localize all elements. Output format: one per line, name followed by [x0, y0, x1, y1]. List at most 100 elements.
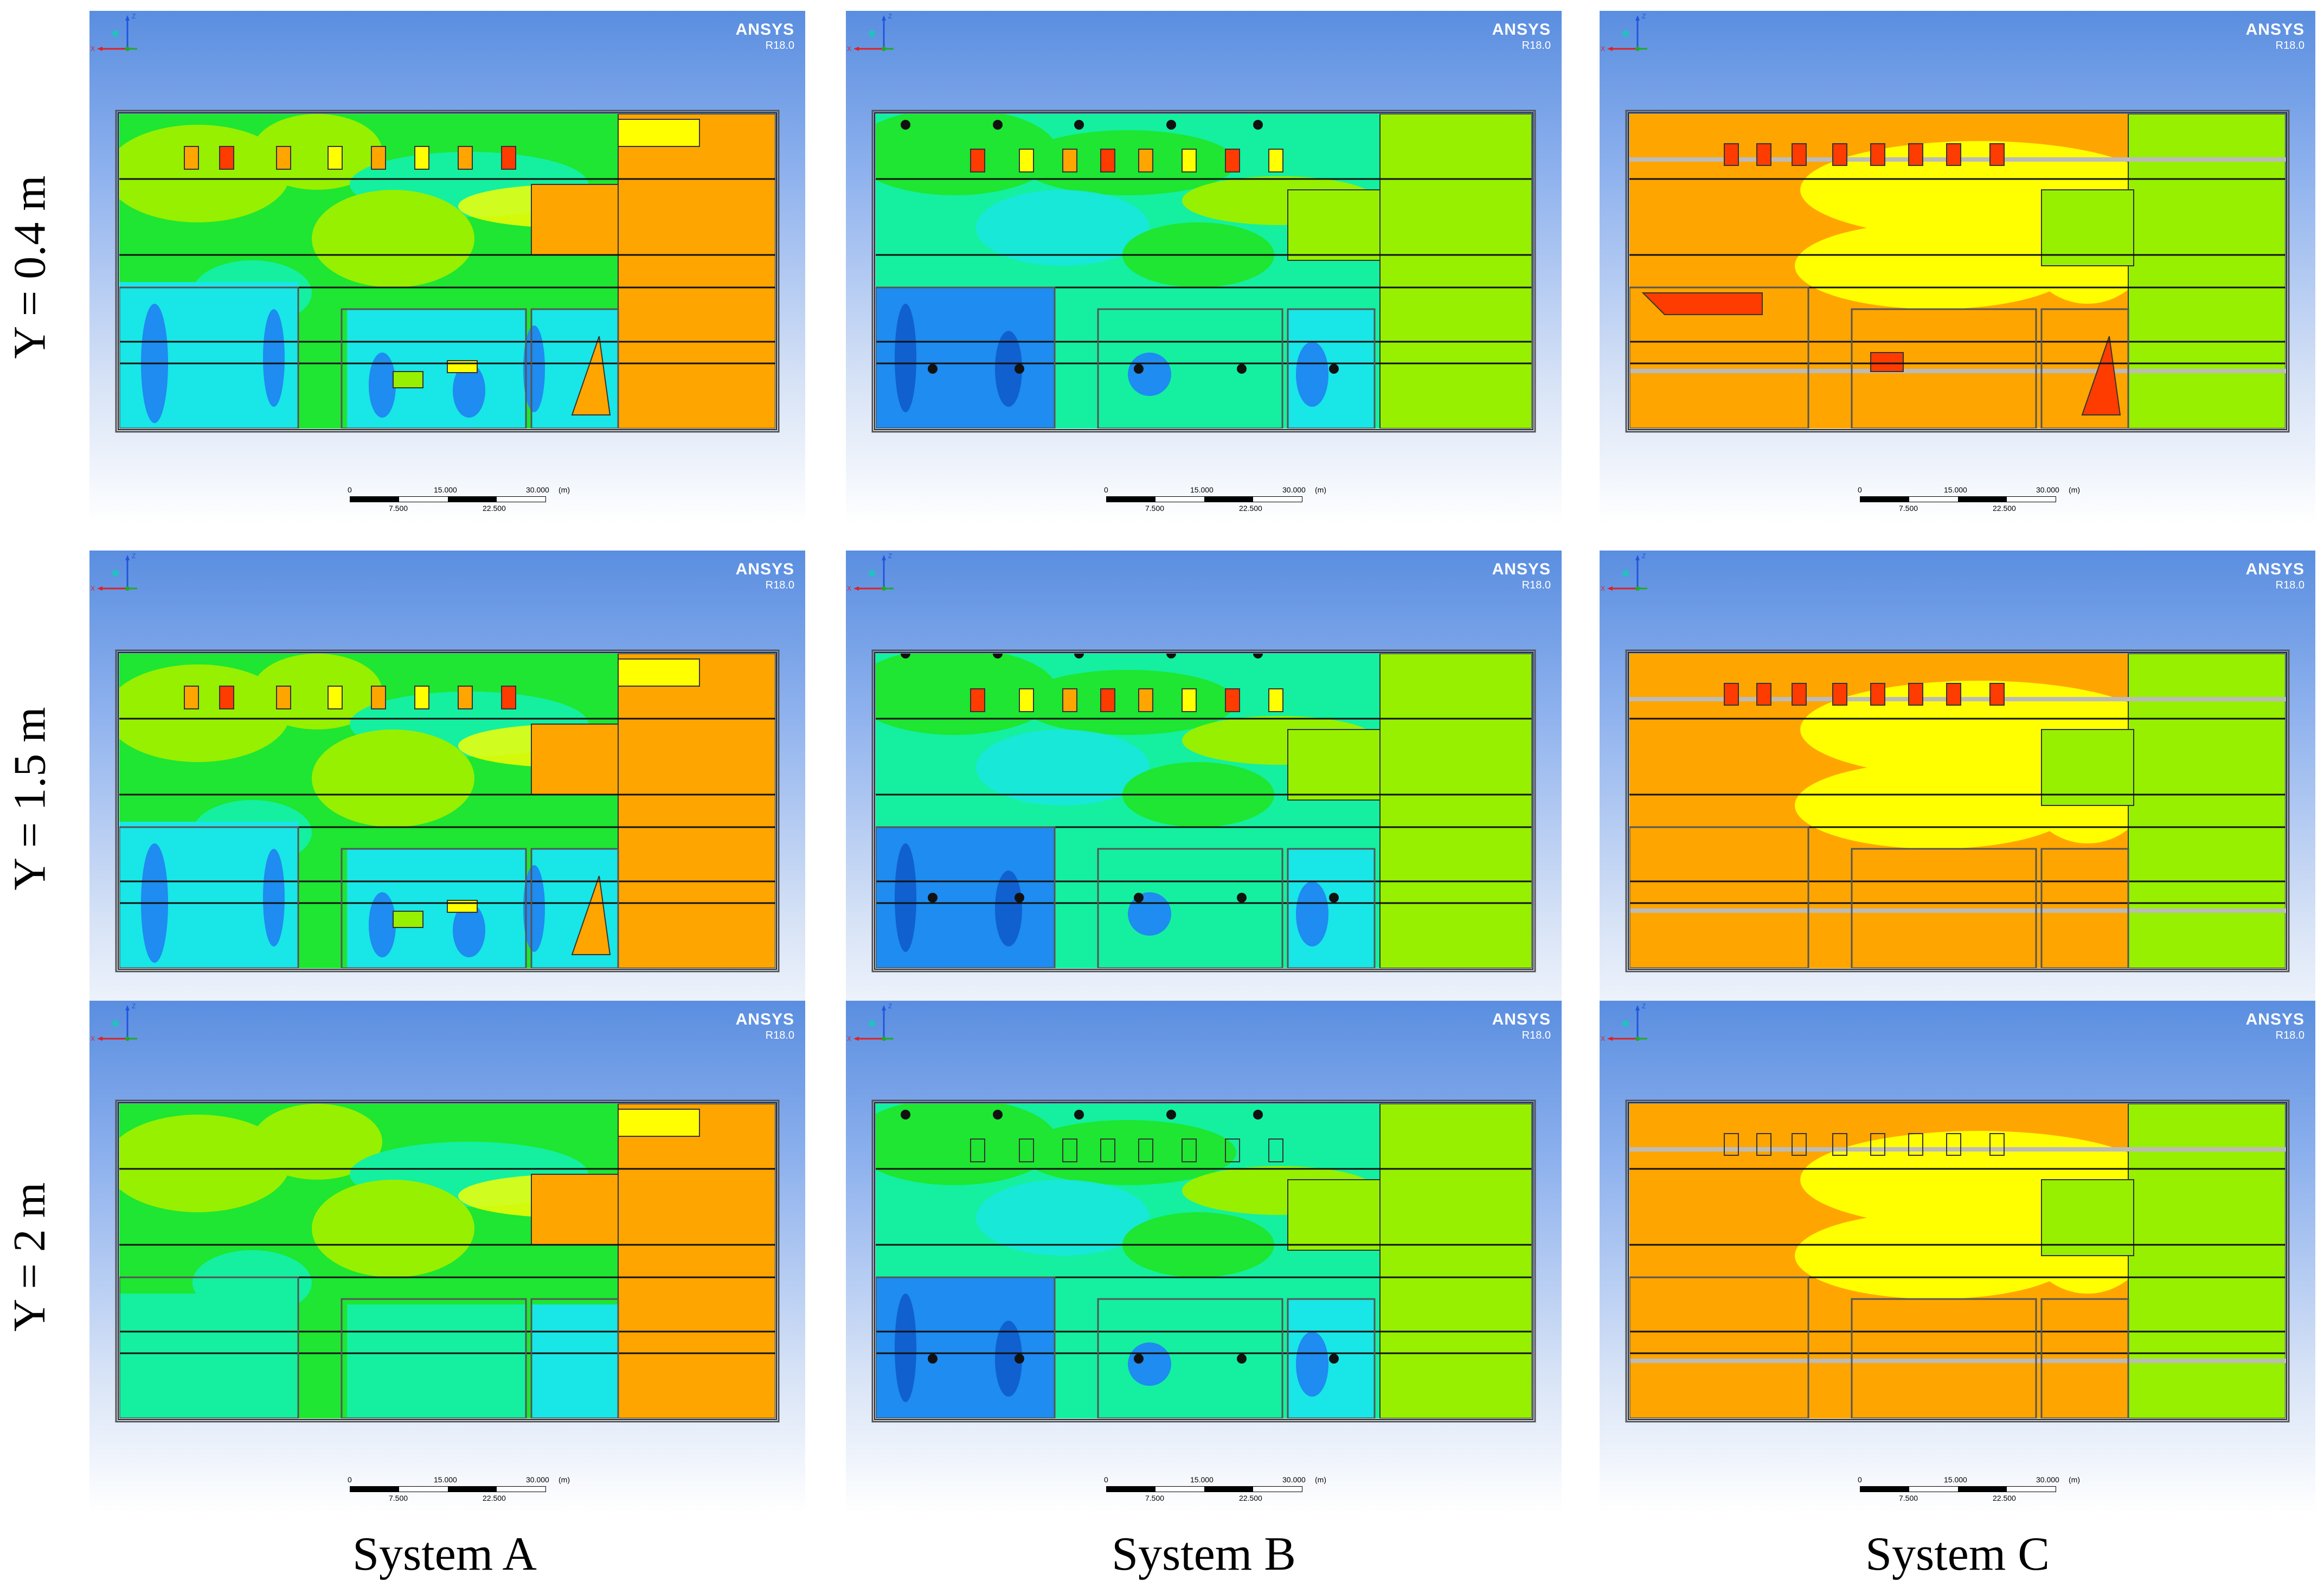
- brand-version: R18.0: [2275, 579, 2304, 591]
- contour-plot: [1625, 110, 2290, 433]
- axis-triad-icon: ZX: [91, 552, 137, 592]
- axis-z-label: Z: [1642, 12, 1646, 20]
- scale-bar: 0 15.000 30.000 (m) 7.500 22.500: [1858, 485, 2088, 523]
- brand-name: ANSYS: [735, 1010, 794, 1028]
- scale-bar: 0 15.000 30.000 (m) 7.500 22.500: [348, 1475, 577, 1513]
- contour-plot: [871, 110, 1536, 433]
- scale-bar: 0 15.000 30.000 (m) 7.500 22.500: [1104, 1475, 1334, 1513]
- column-label-system-a: System A: [352, 1528, 537, 1581]
- scale-tick-label: 7.500: [1899, 1494, 1918, 1502]
- scale-tick-label: 22.500: [1993, 504, 2016, 513]
- brand-name: ANSYS: [735, 21, 794, 39]
- axis-z-label: Z: [132, 12, 136, 20]
- contour-plot: [115, 110, 780, 433]
- scale-tick-label: 22.500: [1239, 1494, 1262, 1502]
- scale-unit: (m): [2069, 485, 2080, 494]
- scale-tick-label: 30.000: [1282, 485, 1306, 494]
- axis-x-label: X: [91, 585, 95, 592]
- contour-panel-system-c-row-1: ANSYS R18.0 0 15.000 30.000 (m) 7.500 22.500 Z X: [1600, 11, 2315, 523]
- ansys-logo: ANSYS R18.0: [1492, 22, 1551, 52]
- brand-version: R18.0: [765, 40, 794, 52]
- contour-plot: [871, 1099, 1536, 1423]
- axis-triad-icon: ZX: [847, 552, 894, 592]
- scale-tick-label: 15.000: [1944, 1475, 1967, 1484]
- axis-x-label: X: [847, 585, 851, 592]
- contour-plot: [1625, 649, 2290, 973]
- brand-name: ANSYS: [1492, 560, 1551, 578]
- scale-tick-label: 0: [348, 485, 352, 494]
- scale-bar: 0 15.000 30.000 (m) 7.500 22.500: [1858, 1475, 2088, 1513]
- row-label-y04: Y = 0.4 m: [0, 11, 60, 523]
- scale-bar-graphic: [1106, 496, 1302, 502]
- scale-unit: (m): [1315, 485, 1326, 494]
- axis-x-label: X: [1601, 585, 1605, 592]
- scale-tick-label: 30.000: [1282, 1475, 1306, 1484]
- contour-plot: [115, 1099, 780, 1423]
- scale-tick-label: 30.000: [526, 1475, 549, 1484]
- axis-z-label: Z: [1642, 552, 1646, 560]
- axis-z-label: Z: [888, 552, 892, 560]
- scale-tick-label: 0: [1858, 485, 1862, 494]
- scale-bar: 0 15.000 30.000 (m) 7.500 22.500: [1104, 485, 1334, 523]
- brand-name: ANSYS: [1492, 1010, 1551, 1028]
- scale-bar-graphic: [350, 1486, 546, 1492]
- scale-tick-label: 30.000: [2036, 485, 2059, 494]
- ansys-logo: ANSYS R18.0: [2246, 561, 2304, 591]
- axis-x-label: X: [91, 1035, 95, 1042]
- column-label-system-b: System B: [1112, 1528, 1296, 1581]
- scale-tick-label: 22.500: [1239, 504, 1262, 513]
- axis-z-label: Z: [132, 552, 136, 560]
- scale-tick-label: 22.500: [483, 1494, 506, 1502]
- scale-unit: (m): [1315, 1475, 1326, 1484]
- brand-version: R18.0: [1521, 579, 1551, 591]
- contour-panel-system-b-row-1: ANSYS R18.0 0 15.000 30.000 (m) 7.500 22.500 Z X: [846, 11, 1562, 523]
- axis-z-label: Z: [1642, 1002, 1646, 1010]
- row-label-y15: Y = 1.5 m: [0, 542, 60, 1055]
- contour-panel-system-a-row-3: ANSYS R18.0 0 15.000 30.000 (m) 7.500 22.500 Z X: [89, 1001, 805, 1513]
- scale-tick-label: 22.500: [1993, 1494, 2016, 1502]
- contour-panel-system-c-row-3: ANSYS R18.0 0 15.000 30.000 (m) 7.500 22.500 Z X: [1600, 1001, 2315, 1513]
- scale-bar: 0 15.000 30.000 (m) 7.500 22.500: [348, 485, 577, 523]
- scale-tick-label: 0: [1858, 1475, 1862, 1484]
- scale-bar-graphic: [1106, 1486, 1302, 1492]
- axis-triad-icon: ZX: [847, 12, 894, 53]
- axis-triad-icon: ZX: [1601, 1002, 1647, 1042]
- ansys-logo: ANSYS R18.0: [736, 1012, 794, 1041]
- brand-version: R18.0: [1521, 40, 1551, 52]
- scale-unit: (m): [558, 485, 570, 494]
- brand-version: R18.0: [765, 579, 794, 591]
- column-label-system-c: System C: [1865, 1528, 2050, 1581]
- scale-bar-graphic: [350, 496, 546, 502]
- ansys-logo: ANSYS R18.0: [1492, 561, 1551, 591]
- axis-triad-icon: ZX: [91, 1002, 137, 1042]
- axis-x-label: X: [847, 1035, 851, 1042]
- scale-unit: (m): [558, 1475, 570, 1484]
- scale-tick-label: 15.000: [434, 1475, 457, 1484]
- row-label-text: Y = 2 m: [4, 1182, 55, 1332]
- axis-z-label: Z: [888, 1002, 892, 1010]
- scale-tick-label: 15.000: [1944, 485, 1967, 494]
- brand-version: R18.0: [2275, 40, 2304, 52]
- ansys-logo: ANSYS R18.0: [1492, 1012, 1551, 1041]
- brand-version: R18.0: [1521, 1029, 1551, 1041]
- scale-tick-label: 7.500: [389, 1494, 408, 1502]
- row-label-text: Y = 0.4 m: [4, 175, 55, 359]
- scale-tick-label: 0: [348, 1475, 352, 1484]
- scale-tick-label: 7.500: [1899, 504, 1918, 513]
- axis-z-label: Z: [888, 12, 892, 20]
- scale-tick-label: 15.000: [1190, 485, 1214, 494]
- brand-version: R18.0: [2275, 1029, 2304, 1041]
- contour-plot: [1625, 1099, 2290, 1423]
- scale-tick-label: 30.000: [2036, 1475, 2059, 1484]
- axis-triad-icon: ZX: [91, 12, 137, 53]
- scale-tick-label: 0: [1104, 485, 1108, 494]
- ansys-logo: ANSYS R18.0: [2246, 22, 2304, 52]
- contour-plot: [871, 649, 1536, 973]
- scale-tick-label: 15.000: [1190, 1475, 1214, 1484]
- scale-tick-label: 15.000: [434, 485, 457, 494]
- brand-name: ANSYS: [2245, 1010, 2304, 1028]
- contour-panel-system-a-row-1: ANSYS R18.0 0 15.000 30.000 (m) 7.500 22.500 Z X: [89, 11, 805, 523]
